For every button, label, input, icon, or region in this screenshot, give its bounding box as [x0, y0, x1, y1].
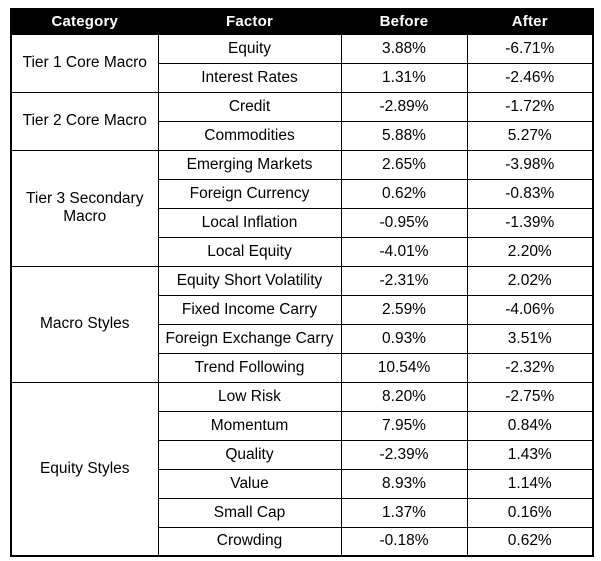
factor-cell: Interest Rates — [157, 62, 342, 93]
table-row: Commodities 5.88% 5.27% — [11, 120, 594, 151]
after-cell: 5.27% — [466, 120, 594, 151]
before-cell: -2.39% — [340, 439, 468, 470]
table-row: Local Inflation -0.95% -1.39% — [11, 207, 594, 238]
factor-cell: Quality — [157, 439, 342, 470]
factor-cell: Commodities — [157, 120, 342, 151]
after-cell: -2.32% — [466, 352, 594, 383]
after-cell: 2.20% — [466, 236, 594, 267]
before-cell: 5.88% — [340, 120, 468, 151]
factor-cell: Value — [157, 468, 342, 499]
before-cell: 1.37% — [340, 497, 468, 528]
table-row: Trend Following 10.54% -2.32% — [11, 352, 594, 383]
table-row: Foreign Currency 0.62% -0.83% — [11, 178, 594, 209]
factor-cell: Foreign Exchange Carry — [157, 323, 342, 354]
after-cell: -3.98% — [466, 149, 594, 180]
column-header-after: After — [466, 8, 594, 35]
after-cell: -1.72% — [466, 91, 594, 122]
after-cell: 1.43% — [466, 439, 594, 470]
after-cell: 0.84% — [466, 410, 594, 441]
before-cell: 0.93% — [340, 323, 468, 354]
after-cell: 0.16% — [466, 497, 594, 528]
factor-cell: Trend Following — [157, 352, 342, 383]
before-cell: 2.59% — [340, 294, 468, 325]
category-cell: Macro Styles — [10, 265, 159, 383]
before-cell: -4.01% — [340, 236, 468, 267]
table-row: Tier 2 Core Macro Credit -2.89% -1.72% — [10, 91, 594, 151]
factor-cell: Equity — [157, 33, 342, 64]
after-cell: -1.39% — [466, 207, 594, 238]
after-cell: 1.14% — [466, 468, 594, 499]
after-cell: 2.02% — [466, 265, 594, 296]
before-cell: -2.89% — [340, 91, 468, 122]
before-cell: 3.88% — [340, 33, 468, 64]
before-cell: -2.31% — [340, 265, 468, 296]
table-row: Local Equity -4.01% 2.20% — [11, 236, 594, 267]
table-row: Interest Rates 1.31% -2.46% — [11, 62, 594, 93]
before-cell: 2.65% — [340, 149, 468, 180]
factor-cell: Small Cap — [157, 497, 342, 528]
category-cell: Tier 1 Core Macro — [10, 33, 159, 93]
before-cell: 7.95% — [340, 410, 468, 441]
factor-cell: Momentum — [157, 410, 342, 441]
after-cell: -2.46% — [466, 62, 594, 93]
before-cell: 0.62% — [340, 178, 468, 209]
factor-cell: Equity Short Volatility — [157, 265, 342, 296]
table-row: Equity Styles Low Risk 8.20% -2.75% — [10, 381, 594, 557]
category-cell: Equity Styles — [10, 381, 159, 557]
after-cell: -0.83% — [466, 178, 594, 209]
table-row: Tier 1 Core Macro Equity 3.88% -6.71% — [10, 33, 594, 93]
table-row: Foreign Exchange Carry 0.93% 3.51% — [11, 323, 594, 354]
before-cell: 8.20% — [340, 381, 468, 412]
before-cell: -0.18% — [340, 526, 468, 557]
after-cell: -2.75% — [466, 381, 594, 412]
factor-cell: Local Equity — [157, 236, 342, 267]
factor-cell: Fixed Income Carry — [157, 294, 342, 325]
table-row: Small Cap 1.37% 0.16% — [11, 497, 594, 528]
category-cell: Tier 3 Secondary Macro — [10, 149, 159, 267]
header-row: Category Factor Before After — [10, 8, 594, 35]
table-header: Category Factor Before After — [10, 8, 594, 35]
before-cell: -0.95% — [340, 207, 468, 238]
factor-cell: Emerging Markets — [157, 149, 342, 180]
column-header-before: Before — [340, 8, 468, 35]
factor-cell: Local Inflation — [157, 207, 342, 238]
before-cell: 8.93% — [340, 468, 468, 499]
factor-cell: Foreign Currency — [157, 178, 342, 209]
table-body: Tier 1 Core Macro Equity 3.88% -6.71% Intere… — [10, 33, 594, 557]
category-cell: Tier 2 Core Macro — [10, 91, 159, 151]
after-cell: -6.71% — [466, 33, 594, 64]
after-cell: 3.51% — [466, 323, 594, 354]
column-header-factor: Factor — [157, 8, 342, 35]
before-cell: 10.54% — [340, 352, 468, 383]
before-cell: 1.31% — [340, 62, 468, 93]
table-row: Macro Styles Equity Short Volatility -2.31… — [10, 265, 594, 383]
after-cell: 0.62% — [466, 526, 594, 557]
column-header-category: Category — [10, 8, 159, 35]
factor-cell: Low Risk — [157, 381, 342, 412]
factor-performance-table: Category Factor Before After Tier 1 Core… — [10, 8, 594, 557]
factor-cell: Credit — [157, 91, 342, 122]
table-row: Tier 3 Secondary Macro Emerging Markets 2.… — [10, 149, 594, 267]
table-row: Value 8.93% 1.14% — [11, 468, 594, 499]
after-cell: -4.06% — [466, 294, 594, 325]
table-row: Momentum 7.95% 0.84% — [11, 410, 594, 441]
factor-cell: Crowding — [157, 526, 342, 557]
table-row: Crowding -0.18% 0.62% — [11, 526, 594, 557]
